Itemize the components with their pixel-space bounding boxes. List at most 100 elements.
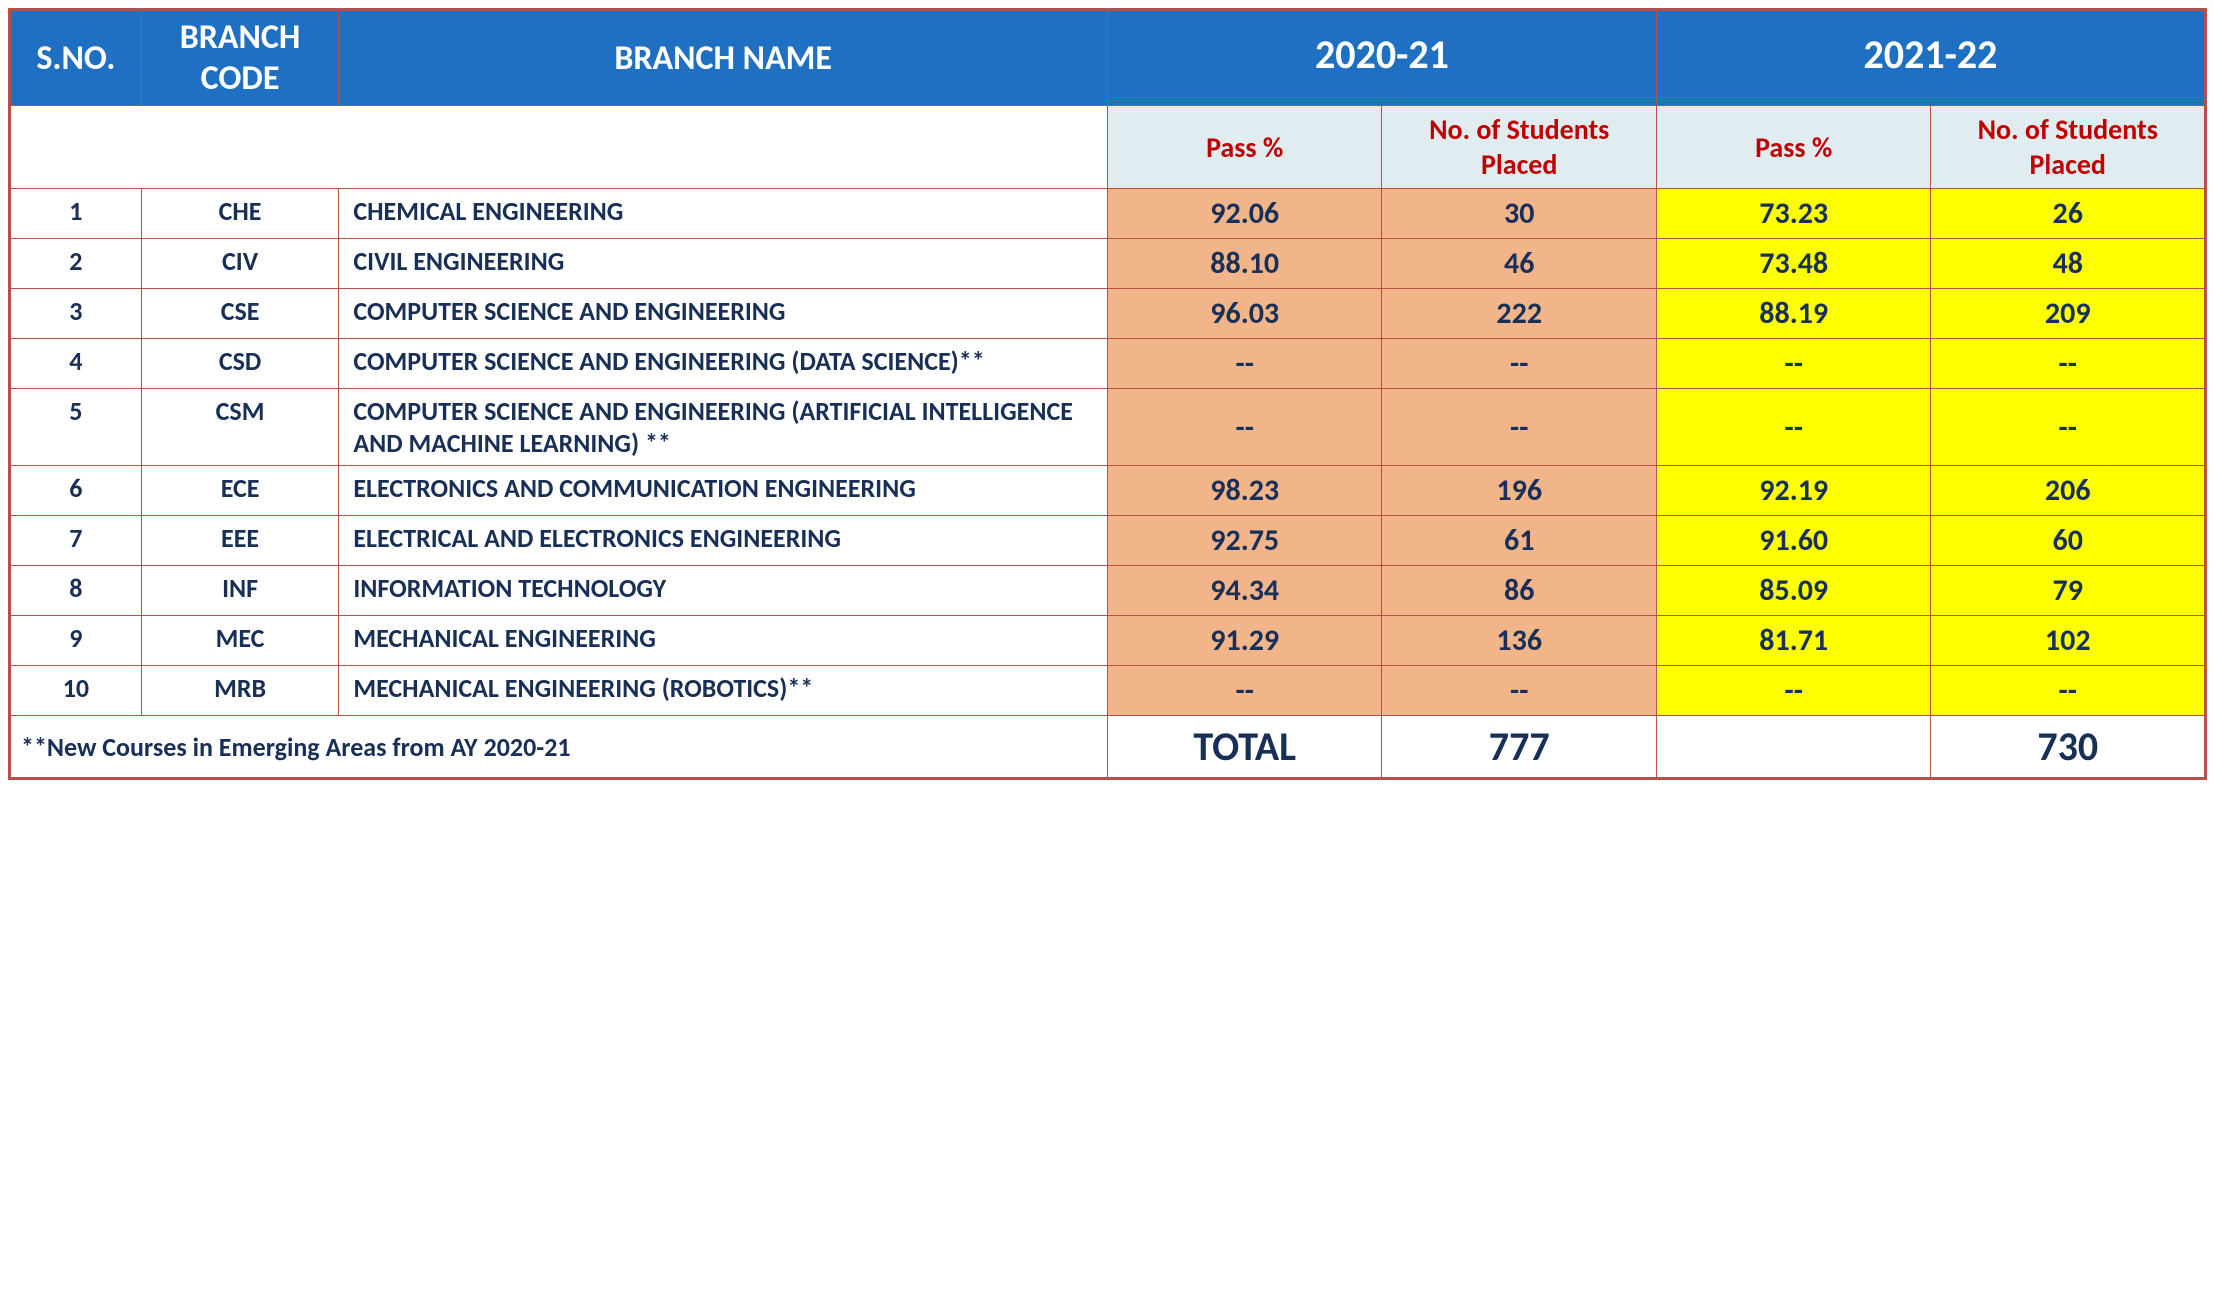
cell-name: ELECTRICAL AND ELECTRONICS ENGINEERING xyxy=(339,516,1108,566)
cell-pass-a: 98.23 xyxy=(1107,466,1382,516)
cell-pass-a: 92.06 xyxy=(1107,189,1382,239)
col-year-b-header: 2021-22 xyxy=(1656,10,2205,98)
cell-placed-b: 48 xyxy=(1931,239,2206,289)
cell-code: MEC xyxy=(141,616,339,666)
cell-placed-a: -- xyxy=(1382,389,1657,466)
cell-placed-a: 61 xyxy=(1382,516,1657,566)
cell-sno: 2 xyxy=(10,239,142,289)
cell-sno: 9 xyxy=(10,616,142,666)
col-sno-header: S.NO. xyxy=(10,10,142,106)
cell-pass-b: 73.23 xyxy=(1656,189,1931,239)
footer-total-label: TOTAL xyxy=(1107,716,1382,779)
cell-pass-b: -- xyxy=(1656,666,1931,716)
cell-placed-b: -- xyxy=(1931,666,2206,716)
cell-placed-b: 209 xyxy=(1931,289,2206,339)
cell-pass-b: 85.09 xyxy=(1656,566,1931,616)
cell-sno: 1 xyxy=(10,189,142,239)
cell-sno: 5 xyxy=(10,389,142,466)
cell-sno: 8 xyxy=(10,566,142,616)
cell-pass-a: 94.34 xyxy=(1107,566,1382,616)
subheader-blank xyxy=(10,106,1108,189)
cell-code: EEE xyxy=(141,516,339,566)
cell-pass-b: -- xyxy=(1656,389,1931,466)
cell-pass-b: 88.19 xyxy=(1656,289,1931,339)
cell-name: COMPUTER SCIENCE AND ENGINEERING (ARTIFI… xyxy=(339,389,1108,466)
table-row: 10MRBMECHANICAL ENGINEERING (ROBOTICS)**… xyxy=(10,666,2206,716)
footer-row: **New Courses in Emerging Areas from AY … xyxy=(10,716,2206,779)
cell-code: CSE xyxy=(141,289,339,339)
cell-pass-a: -- xyxy=(1107,339,1382,389)
cell-placed-a: 86 xyxy=(1382,566,1657,616)
table-row: 1CHECHEMICAL ENGINEERING92.063073.2326 xyxy=(10,189,2206,239)
footer-total-b: 730 xyxy=(1931,716,2206,779)
cell-sno: 6 xyxy=(10,466,142,516)
table-body: 1CHECHEMICAL ENGINEERING92.063073.23262C… xyxy=(10,189,2206,716)
gap-a xyxy=(1107,98,1656,106)
cell-placed-a: 136 xyxy=(1382,616,1657,666)
cell-pass-a: 92.75 xyxy=(1107,516,1382,566)
col-branch-code-header: BRANCH CODE xyxy=(141,10,339,106)
cell-sno: 7 xyxy=(10,516,142,566)
cell-sno: 3 xyxy=(10,289,142,339)
table-row: 7EEEELECTRICAL AND ELECTRONICS ENGINEERI… xyxy=(10,516,2206,566)
cell-code: INF xyxy=(141,566,339,616)
table-row: 6ECEELECTRONICS AND COMMUNICATION ENGINE… xyxy=(10,466,2206,516)
cell-placed-b: 206 xyxy=(1931,466,2206,516)
table-row: 2CIVCIVIL ENGINEERING88.104673.4848 xyxy=(10,239,2206,289)
cell-code: CIV xyxy=(141,239,339,289)
cell-code: CSD xyxy=(141,339,339,389)
col-branch-name-header: BRANCH NAME xyxy=(339,10,1108,106)
header-row-1: S.NO. BRANCH CODE BRANCH NAME 2020-21 20… xyxy=(10,10,2206,98)
gap-b xyxy=(1656,98,2205,106)
cell-placed-a: -- xyxy=(1382,666,1657,716)
col-placed-a-header: No. of Students Placed xyxy=(1382,106,1657,189)
cell-placed-a: 30 xyxy=(1382,189,1657,239)
cell-placed-a: 196 xyxy=(1382,466,1657,516)
col-pass-a-header: Pass % xyxy=(1107,106,1382,189)
cell-sno: 4 xyxy=(10,339,142,389)
cell-name: MECHANICAL ENGINEERING (ROBOTICS)** xyxy=(339,666,1108,716)
cell-pass-b: 81.71 xyxy=(1656,616,1931,666)
header-row-2: Pass % No. of Students Placed Pass % No.… xyxy=(10,106,2206,189)
table-row: 5CSMCOMPUTER SCIENCE AND ENGINEERING (AR… xyxy=(10,389,2206,466)
cell-pass-b: 92.19 xyxy=(1656,466,1931,516)
cell-placed-b: 60 xyxy=(1931,516,2206,566)
cell-placed-b: -- xyxy=(1931,339,2206,389)
cell-pass-a: 88.10 xyxy=(1107,239,1382,289)
cell-name: ELECTRONICS AND COMMUNICATION ENGINEERIN… xyxy=(339,466,1108,516)
cell-pass-b: -- xyxy=(1656,339,1931,389)
footer-total-blank xyxy=(1656,716,1931,779)
cell-pass-b: 91.60 xyxy=(1656,516,1931,566)
cell-code: CSM xyxy=(141,389,339,466)
col-year-a-header: 2020-21 xyxy=(1107,10,1656,98)
table-row: 3CSECOMPUTER SCIENCE AND ENGINEERING96.0… xyxy=(10,289,2206,339)
cell-name: CIVIL ENGINEERING xyxy=(339,239,1108,289)
cell-name: INFORMATION TECHNOLOGY xyxy=(339,566,1108,616)
cell-sno: 10 xyxy=(10,666,142,716)
cell-name: CHEMICAL ENGINEERING xyxy=(339,189,1108,239)
table-row: 8INFINFORMATION TECHNOLOGY94.348685.0979 xyxy=(10,566,2206,616)
cell-code: CHE xyxy=(141,189,339,239)
cell-placed-a: -- xyxy=(1382,339,1657,389)
cell-pass-a: -- xyxy=(1107,666,1382,716)
table-row: 9MECMECHANICAL ENGINEERING91.2913681.711… xyxy=(10,616,2206,666)
cell-pass-a: -- xyxy=(1107,389,1382,466)
cell-placed-b: 79 xyxy=(1931,566,2206,616)
col-pass-b-header: Pass % xyxy=(1656,106,1931,189)
cell-name: COMPUTER SCIENCE AND ENGINEERING xyxy=(339,289,1108,339)
cell-code: ECE xyxy=(141,466,339,516)
placements-table: S.NO. BRANCH CODE BRANCH NAME 2020-21 20… xyxy=(8,8,2207,780)
cell-placed-a: 46 xyxy=(1382,239,1657,289)
col-placed-b-header: No. of Students Placed xyxy=(1931,106,2206,189)
cell-pass-a: 96.03 xyxy=(1107,289,1382,339)
cell-name: COMPUTER SCIENCE AND ENGINEERING (DATA S… xyxy=(339,339,1108,389)
cell-code: MRB xyxy=(141,666,339,716)
cell-name: MECHANICAL ENGINEERING xyxy=(339,616,1108,666)
table-row: 4CSDCOMPUTER SCIENCE AND ENGINEERING (DA… xyxy=(10,339,2206,389)
footer-total-a: 777 xyxy=(1382,716,1657,779)
cell-placed-b: 102 xyxy=(1931,616,2206,666)
cell-pass-b: 73.48 xyxy=(1656,239,1931,289)
cell-placed-b: 26 xyxy=(1931,189,2206,239)
cell-pass-a: 91.29 xyxy=(1107,616,1382,666)
footer-note: **New Courses in Emerging Areas from AY … xyxy=(10,716,1108,779)
